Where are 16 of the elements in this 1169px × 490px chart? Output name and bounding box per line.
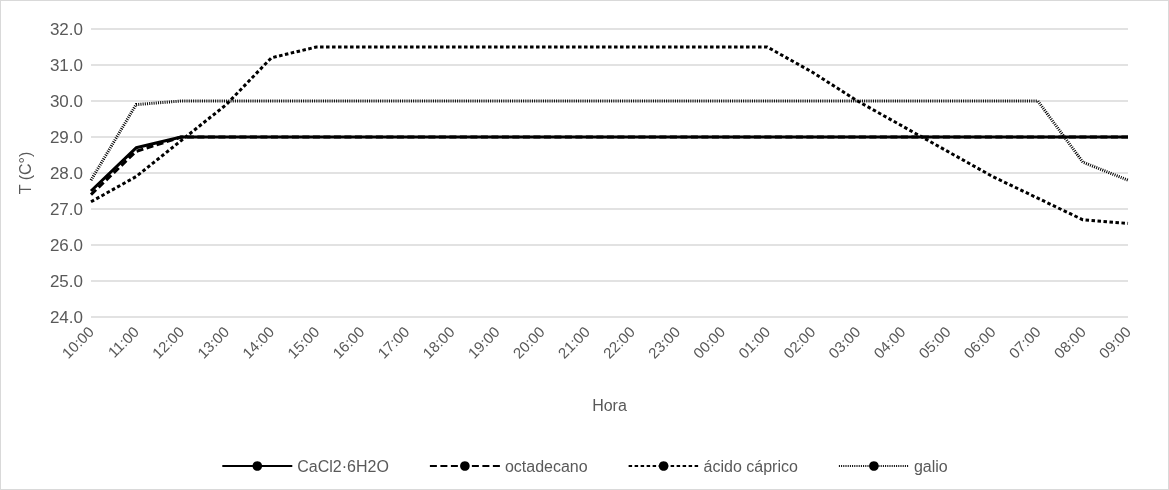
legend-label: ácido cáprico <box>703 457 798 475</box>
legend-label: octadecano <box>504 457 588 475</box>
legend-label: galio <box>913 457 948 475</box>
x-axis-title: Hora <box>592 396 627 414</box>
y-tick-label: 26.0 <box>49 235 83 255</box>
y-tick-label: 31.0 <box>49 55 83 75</box>
y-tick-label: 25.0 <box>49 271 83 291</box>
y-tick-label: 28.0 <box>49 163 83 183</box>
y-axis-title: T (C°) <box>16 151 34 195</box>
y-tick-label: 29.0 <box>49 127 83 147</box>
y-tick-label: 24.0 <box>49 307 83 327</box>
line-series <box>89 45 1130 225</box>
y-tick-label: 30.0 <box>49 91 83 111</box>
y-tick-label: 32.0 <box>49 19 83 39</box>
legend-label: CaCl2·6H2O <box>297 457 389 475</box>
y-tick-label: 27.0 <box>49 199 83 219</box>
